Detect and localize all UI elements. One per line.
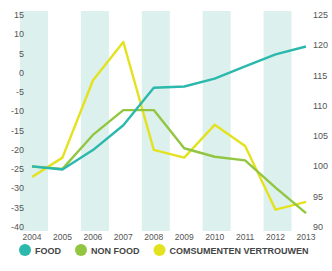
x-tick-label: 2013	[297, 232, 316, 242]
y2-tick-label: 90	[313, 222, 323, 232]
band	[203, 11, 231, 231]
x-tick-label: 2007	[114, 232, 133, 242]
legend-label: NON FOOD	[91, 246, 140, 256]
legend-swatch	[19, 244, 31, 256]
y-tick-label: -25	[11, 164, 24, 174]
x-tick-label: 2012	[266, 232, 285, 242]
y-tick-label: -35	[11, 203, 24, 213]
chart: -40 -35 -30 -25 -20 -15 -10 -5 0 5 10 15 90 95 100 105 1…	[0, 0, 332, 271]
y-tick-label: -20	[11, 145, 24, 155]
y-tick-label: -10	[11, 106, 24, 116]
x-tick-label: 2005	[53, 232, 72, 242]
legend-swatch	[154, 244, 166, 256]
legend-label: COMSUMENTEN VERTROUWEN	[170, 246, 309, 256]
x-tick-label: 2004	[23, 232, 42, 242]
y2-tick-label: 95	[313, 192, 323, 202]
band	[81, 11, 109, 231]
y-tick-label: -5	[16, 87, 24, 97]
y2-tick-label: 110	[313, 101, 327, 111]
band	[20, 11, 48, 231]
series-line	[32, 47, 306, 170]
y-tick-label: -30	[11, 183, 24, 193]
y-tick-label: 10	[14, 29, 24, 39]
x-tick-label: 2010	[205, 232, 224, 242]
y-tick-label: -15	[11, 126, 24, 136]
legend-label: FOOD	[35, 246, 61, 256]
x-tick-label: 2008	[144, 232, 163, 242]
series-line	[32, 42, 306, 210]
y-tick-label: -40	[11, 222, 24, 232]
y-tick-label: 0	[19, 68, 24, 78]
y2-tick-label: 120	[313, 40, 328, 50]
y2-tick-label: 105	[313, 131, 328, 141]
x-tick-label: 2009	[175, 232, 194, 242]
legend-swatch	[75, 244, 87, 256]
x-tick-label: 2006	[83, 232, 102, 242]
y2-tick-label: 125	[313, 10, 328, 20]
y2-tick-label: 100	[313, 161, 328, 171]
x-tick-label: 2011	[236, 232, 255, 242]
y-tick-label: 15	[14, 10, 24, 20]
series-group	[32, 42, 306, 213]
y2-tick-label: 115	[313, 71, 327, 81]
y-tick-label: 5	[19, 49, 24, 59]
